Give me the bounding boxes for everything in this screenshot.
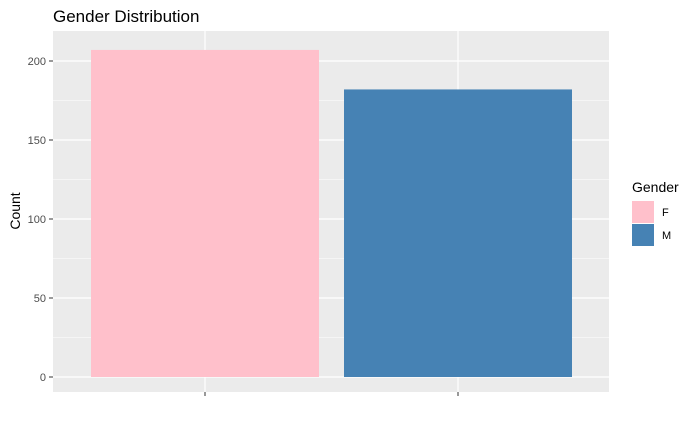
y-tick-label: 150 <box>28 135 46 147</box>
y-tick-label: 50 <box>34 293 46 305</box>
y-axis-ticks: 0 50 100 150 200 <box>28 56 53 384</box>
legend-key-M <box>632 224 654 246</box>
legend: Gender FM <box>632 179 679 246</box>
bars <box>91 49 572 377</box>
y-tick-label: 100 <box>28 214 46 226</box>
y-tick-label: 200 <box>28 56 46 68</box>
legend-key-F <box>632 201 654 223</box>
x-axis-ticks <box>204 392 459 396</box>
bar-M <box>344 89 572 377</box>
legend-entries: FM <box>632 201 671 246</box>
chart-title: Gender Distribution <box>53 7 199 26</box>
legend-title: Gender <box>632 179 679 195</box>
bar-F <box>91 49 319 377</box>
y-axis-title: Count <box>7 192 23 229</box>
legend-label-F: F <box>662 207 669 219</box>
y-tick-label: 0 <box>40 372 46 384</box>
legend-label-M: M <box>662 230 671 242</box>
